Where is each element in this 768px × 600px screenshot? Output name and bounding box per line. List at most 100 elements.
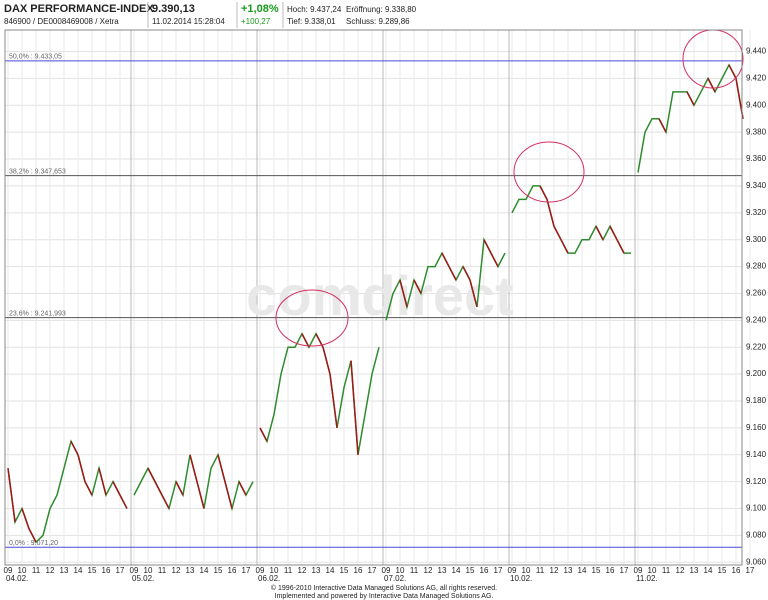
price-line — [637, 63, 744, 173]
price-down — [7, 468, 16, 523]
y-tick-label: 9.360 — [746, 154, 767, 163]
x-tick-label: 17 — [368, 566, 377, 575]
price-down — [238, 481, 247, 496]
price-down — [154, 481, 163, 496]
x-tick-label: 11 — [536, 566, 545, 575]
price-down — [175, 481, 184, 496]
price-down — [224, 481, 233, 509]
y-tick-label: 9.240 — [746, 315, 767, 324]
footer: © 1996-2010 Interactive Data Managed Sol… — [271, 584, 497, 592]
x-tick-label: 13 — [438, 566, 447, 575]
x-tick-label: 10 — [522, 566, 531, 575]
y-tick-label: 9.160 — [746, 423, 767, 432]
level-label: 0,0% : 9.071,20 — [9, 540, 58, 547]
change-pct: +1,08% — [241, 3, 279, 15]
x-tick-label: 15 — [718, 566, 727, 575]
ids: 846900 / DE0008469008 / Xetra — [4, 17, 119, 26]
day-label: 11.02. — [636, 574, 658, 583]
x-tick-label: 16 — [606, 566, 615, 575]
low: Tief: 9.338,01 — [287, 17, 336, 26]
price-down — [301, 333, 310, 348]
footer: Implemented and powered by Interactive D… — [275, 593, 494, 600]
price-down — [490, 252, 499, 267]
close: Schluss: 9.289,86 — [346, 17, 410, 26]
x-tick-label: 11 — [284, 566, 293, 575]
price-down — [560, 239, 569, 254]
price-down — [483, 239, 492, 254]
timestamp: 11.02.2014 15:28:04 — [152, 17, 225, 26]
x-tick-label: 12 — [676, 566, 685, 575]
y-tick-label: 9.140 — [746, 450, 767, 459]
x-tick-label: 10 — [144, 566, 153, 575]
price-down — [609, 225, 618, 241]
x-tick-label: 14 — [452, 566, 461, 575]
y-tick-label: 9.120 — [746, 477, 767, 486]
price-down — [329, 374, 338, 428]
x-tick-label: 12 — [46, 566, 55, 575]
x-tick-label: 11 — [662, 566, 671, 575]
highlight-circle — [682, 29, 744, 89]
day-label: 04.02. — [6, 574, 28, 583]
x-tick-label: 13 — [186, 566, 195, 575]
price-down — [161, 494, 170, 509]
x-tick-label: 17 — [746, 566, 755, 575]
y-tick-label: 9.060 — [746, 557, 767, 566]
x-tick-label: 11 — [32, 566, 41, 575]
x-tick-label: 13 — [564, 566, 573, 575]
x-tick-label: 14 — [578, 566, 587, 575]
y-tick-label: 9.300 — [746, 235, 767, 244]
x-tick-label: 09 — [508, 566, 517, 575]
day-label: 07.02. — [384, 574, 406, 583]
price-down — [595, 225, 604, 241]
y-tick-label: 9.440 — [746, 47, 767, 56]
x-tick-label: 12 — [550, 566, 559, 575]
price-down — [539, 185, 548, 200]
y-tick-label: 9.180 — [746, 396, 767, 405]
price-down — [322, 347, 331, 375]
x-tick-label: 12 — [424, 566, 433, 575]
level-label: 23,6% : 9.241,993 — [9, 311, 66, 318]
y-tick-label: 9.380 — [746, 127, 767, 136]
price: 9.390,13 — [152, 3, 195, 15]
x-tick-label: 16 — [732, 566, 741, 575]
price-line — [7, 439, 128, 544]
price-line — [511, 185, 631, 254]
price-down — [448, 266, 457, 281]
price-down — [189, 454, 198, 482]
x-tick-label: 15 — [340, 566, 349, 575]
plot-frame — [4, 29, 743, 566]
level-label: 38,2% : 9.347,653 — [9, 168, 66, 175]
x-tick-label: 15 — [88, 566, 97, 575]
x-tick-label: 17 — [620, 566, 629, 575]
price-down — [686, 91, 695, 106]
x-tick-label: 14 — [326, 566, 335, 575]
price-down — [399, 279, 408, 308]
level-label: 50,0% : 9.433,05 — [9, 54, 62, 61]
high: Hoch: 9.437,24 — [287, 5, 342, 14]
x-tick-label: 16 — [228, 566, 237, 575]
x-tick-label: 13 — [60, 566, 69, 575]
y-tick-label: 9.280 — [746, 262, 767, 271]
x-tick-label: 17 — [242, 566, 251, 575]
price-down — [350, 360, 359, 455]
change-abs: +100,27 — [241, 17, 271, 26]
x-tick-label: 16 — [480, 566, 489, 575]
x-tick-label: 09 — [256, 566, 265, 575]
x-tick-label: 12 — [298, 566, 307, 575]
x-tick-label: 14 — [200, 566, 209, 575]
x-tick-label: 16 — [102, 566, 111, 575]
price-down — [84, 481, 93, 496]
y-tick-label: 9.200 — [746, 369, 767, 378]
x-tick-label: 09 — [130, 566, 139, 575]
price-line — [259, 332, 380, 455]
price-down — [441, 252, 450, 267]
price-down — [707, 78, 716, 93]
x-tick-label: 14 — [704, 566, 713, 575]
y-tick-label: 9.340 — [746, 181, 767, 190]
price-down — [469, 279, 478, 308]
price-down — [28, 528, 37, 543]
price-down — [196, 481, 205, 509]
open: Eröffnung: 9.338,80 — [346, 5, 417, 14]
x-tick-label: 17 — [494, 566, 503, 575]
